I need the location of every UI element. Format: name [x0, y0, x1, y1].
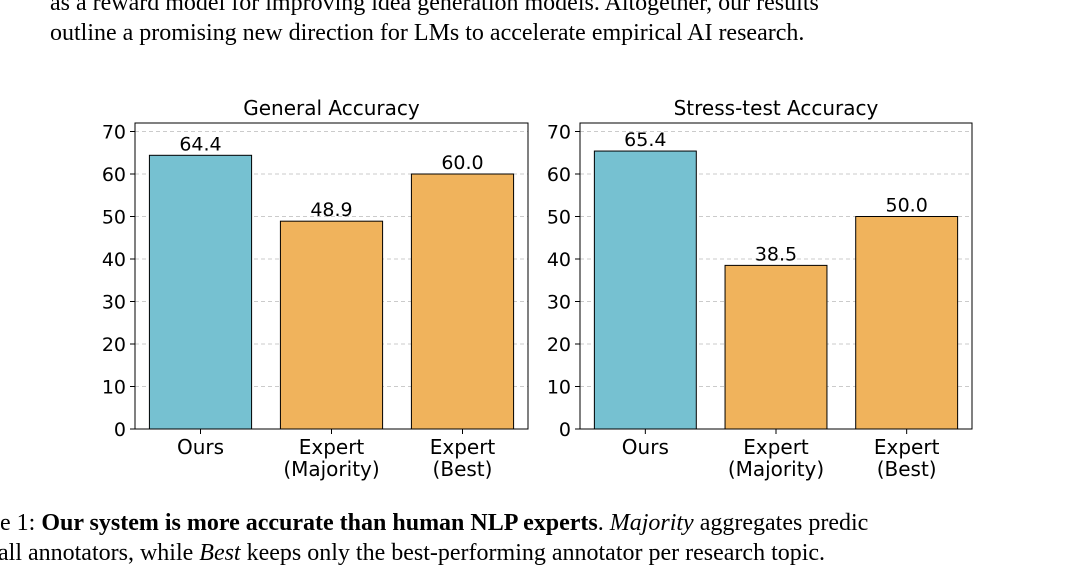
intro-line-1: as a reward model for improving idea gen… — [50, 0, 819, 16]
caption-italic-majority: Majority — [609, 510, 694, 536]
bar — [148, 154, 253, 430]
x-tick-label: Expert — [299, 435, 365, 459]
x-tick-label: Expert — [430, 435, 496, 459]
figure-caption: re 1: Our system is more accurate than h… — [0, 508, 1072, 568]
y-tick-label: 20 — [547, 334, 571, 356]
caption-line2-start: all annotators, while — [0, 540, 200, 566]
chart-title: Stress-test Accuracy — [674, 96, 879, 120]
intro-paragraph: as a reward model for improving idea gen… — [50, 0, 1060, 48]
plot-frame — [134, 122, 529, 430]
caption-line-1: re 1: Our system is more accurate than h… — [0, 508, 1072, 538]
y-tick-label: 70 — [102, 122, 126, 144]
x-tick-label: (Best) — [877, 457, 937, 481]
y-tick-label: 50 — [547, 207, 571, 229]
y-tick-label: 60 — [547, 164, 571, 186]
y-tick-label: 0 — [559, 419, 571, 441]
bar — [279, 220, 384, 430]
bar-value-label: 64.4 — [179, 133, 221, 155]
x-tick-label: Ours — [177, 435, 224, 459]
bar-value-label: 38.5 — [755, 243, 797, 265]
caption-line-2: all annotators, while Best keeps only th… — [0, 538, 1072, 568]
y-tick-label: 60 — [102, 164, 126, 186]
caption-bold-claim: Our system is more accurate than human N… — [41, 510, 598, 536]
y-tick-label: 10 — [102, 377, 126, 399]
y-tick-label: 30 — [547, 292, 571, 314]
caption-italic-best: Best — [199, 540, 241, 566]
x-tick-label: (Majority) — [283, 457, 379, 481]
caption-after-bold: . — [597, 510, 610, 536]
x-tick-label: Ours — [622, 435, 669, 459]
x-tick-label: Expert — [874, 435, 940, 459]
x-tick-label: (Best) — [433, 457, 493, 481]
caption-mid-text: aggregates predic — [693, 510, 869, 536]
x-tick-label: Expert — [743, 435, 809, 459]
bar — [593, 150, 697, 430]
bar — [410, 173, 515, 430]
caption-line2-end: keeps only the best-performing annotator… — [240, 540, 826, 566]
y-tick-label: 70 — [547, 122, 571, 144]
bar-value-label: 65.4 — [624, 129, 666, 151]
figure-charts: 64.4Ours48.9Expert(Majority)60.0Expert(B… — [102, 96, 973, 481]
bar-value-label: 60.0 — [441, 152, 483, 174]
bar-value-label: 48.9 — [310, 199, 352, 221]
y-tick-label: 40 — [102, 249, 126, 271]
y-tick-label: 10 — [547, 377, 571, 399]
y-tick-label: 0 — [114, 419, 126, 441]
chart-title: General Accuracy — [243, 96, 420, 120]
y-tick-label: 40 — [547, 249, 571, 271]
bar-value-label: 50.0 — [886, 195, 928, 217]
plot-frame — [579, 122, 973, 430]
bar — [855, 216, 959, 430]
y-tick-label: 20 — [102, 334, 126, 356]
intro-line-2: outline a promising new direction for LM… — [50, 20, 805, 46]
bar — [724, 264, 828, 430]
x-tick-label: (Majority) — [728, 457, 824, 481]
caption-prefix: re 1: — [0, 510, 36, 536]
y-tick-label: 30 — [102, 292, 126, 314]
y-tick-label: 50 — [102, 207, 126, 229]
